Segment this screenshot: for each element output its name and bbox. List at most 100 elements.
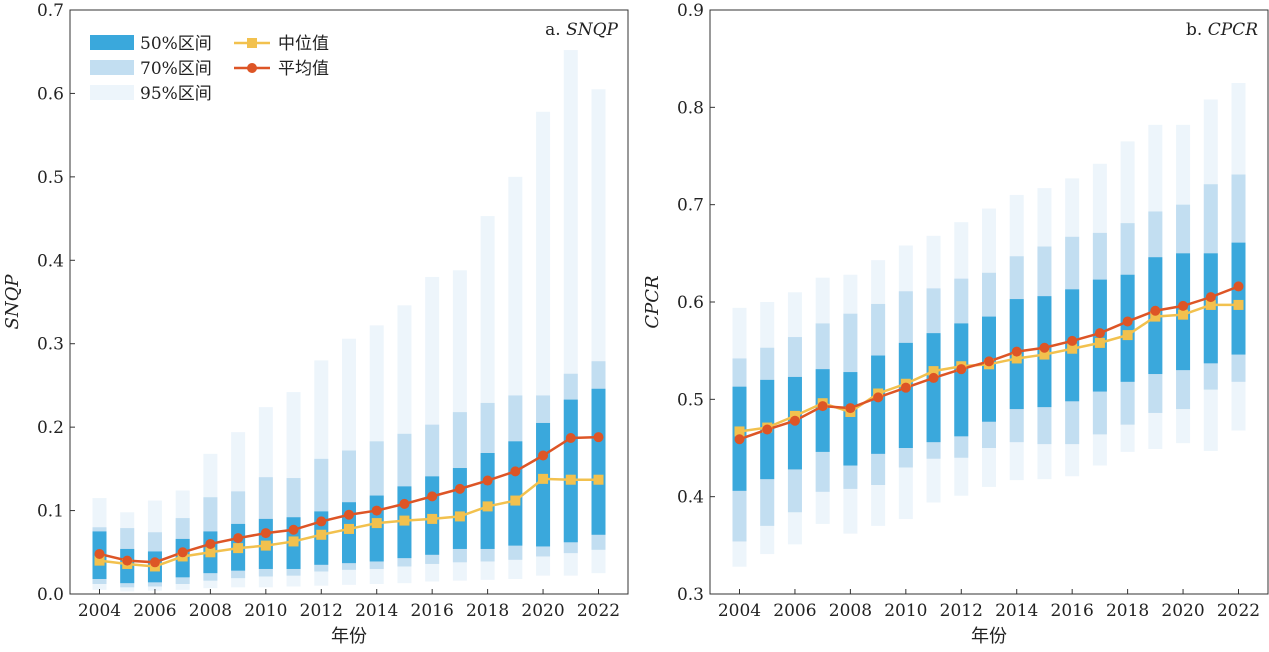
- x-axis-cpcr: 2004 2006 2008 2010 2012 2014 2016 2018 2020 2022: [718, 589, 1260, 621]
- mean-marker-2005: [762, 424, 773, 435]
- mean-marker-2010: [900, 382, 911, 393]
- legend-marker: [247, 63, 257, 73]
- median-marker-2021: [1205, 299, 1216, 310]
- median-marker-2020: [538, 473, 549, 484]
- legend-label: 50%区间: [140, 34, 212, 54]
- mean-marker-2017: [454, 483, 465, 494]
- mean-marker-2015: [1039, 342, 1050, 353]
- interval-50-box-2009: [871, 355, 886, 454]
- plot-area-cpcr: [732, 83, 1246, 567]
- x-tick-label: 2010: [244, 601, 287, 621]
- median-marker-2012: [316, 529, 327, 540]
- x-tick-label: 2008: [189, 601, 232, 621]
- median-marker-2004: [94, 555, 105, 566]
- mean-marker-2021: [1205, 292, 1216, 303]
- y-axis-snqp: 0.0 0.1 0.2 0.3 0.4 0.5 0.6 0.7: [37, 1, 75, 605]
- x-axis-snqp: 2004 2006 2008 2010 2012 2014 2016 2018 2020 2022: [78, 589, 620, 621]
- legend-item: 50%区间: [90, 34, 212, 54]
- median-marker-2022: [1233, 299, 1244, 310]
- median-marker-2016: [427, 513, 438, 524]
- x-tick-label: 2006: [133, 601, 176, 621]
- median-marker-2019: [1150, 311, 1161, 322]
- legend-item: 中位值: [234, 34, 329, 54]
- legend-label: 中位值: [278, 34, 329, 54]
- legend-item: 95%区间: [90, 84, 212, 104]
- x-tick-label: 2012: [940, 601, 983, 621]
- median-marker-2018: [1122, 330, 1133, 341]
- mean-marker-2007: [817, 401, 828, 412]
- interval-50-box-2022: [1231, 242, 1246, 355]
- mean-marker-2009: [873, 392, 884, 403]
- mean-marker-2014: [371, 505, 382, 516]
- median-marker-2010: [260, 540, 271, 551]
- mean-marker-2012: [316, 516, 327, 527]
- interval-50-box-2011: [926, 333, 941, 443]
- median-marker-2016: [1067, 343, 1078, 354]
- panel-name: CPCR: [1208, 20, 1258, 40]
- interval-50-box-2018: [1120, 274, 1135, 382]
- mean-marker-2015: [399, 498, 410, 509]
- y-tick-label: 0.0: [37, 585, 64, 605]
- mean-marker-2021: [565, 432, 576, 443]
- mean-marker-2019: [1150, 305, 1161, 316]
- y-axis-cpcr: 0.3 0.4 0.5 0.6 0.7 0.8 0.9: [677, 1, 715, 605]
- mean-marker-2009: [233, 533, 244, 544]
- median-marker-2011: [288, 536, 299, 547]
- x-tick-label: 2004: [78, 601, 121, 621]
- panel-prefix: b.: [1186, 20, 1208, 40]
- y-axis-title-cpcr: CPCR: [642, 275, 663, 328]
- y-tick-label: 0.9: [677, 1, 704, 21]
- interval-50-box-2017: [452, 468, 467, 549]
- median-marker-2017: [454, 511, 465, 522]
- median-marker-2014: [1011, 353, 1022, 364]
- mean-marker-2020: [538, 450, 549, 461]
- median-marker-2008: [205, 547, 216, 558]
- x-tick-label: 2004: [718, 601, 761, 621]
- x-tick-label: 2022: [1217, 601, 1260, 621]
- y-tick-label: 0.3: [677, 585, 704, 605]
- interval-50-box-2012: [954, 323, 969, 437]
- panel-name: SNQP: [566, 20, 618, 40]
- mean-marker-2005: [122, 555, 133, 566]
- mean-marker-2011: [928, 372, 939, 383]
- median-marker-2004: [734, 426, 745, 437]
- plot-frame-snqp: [69, 9, 629, 595]
- mean-marker-2012: [956, 364, 967, 375]
- panel-label-cpcr: b. CPCR: [1186, 20, 1258, 40]
- x-tick-label: 2020: [521, 601, 564, 621]
- legend-swatch: [90, 35, 134, 50]
- chart-panel-snqp: 0.0 0.1 0.2 0.3 0.4 0.5 0.6 0.7 2004 2006 2008 201…: [2, 1, 629, 647]
- median-marker-2017: [1094, 337, 1105, 348]
- legend-marker: [247, 38, 257, 48]
- median-marker-2013: [344, 523, 354, 534]
- x-tick-label: 2020: [1161, 601, 1204, 621]
- median-marker-2021: [565, 474, 576, 485]
- y-tick-label: 0.6: [37, 84, 64, 104]
- y-tick-label: 0.3: [37, 335, 64, 355]
- x-tick-label: 2012: [300, 601, 343, 621]
- median-marker-2014: [371, 518, 382, 529]
- mean-marker-2016: [1067, 335, 1078, 346]
- x-tick-label: 2014: [355, 601, 398, 621]
- legend-swatch: [90, 85, 134, 100]
- y-tick-label: 0.6: [677, 293, 704, 313]
- x-tick-label: 2018: [466, 601, 509, 621]
- y-tick-label: 0.5: [677, 390, 704, 410]
- panel-label-snqp: a. SNQP: [545, 20, 618, 40]
- median-marker-2018: [482, 501, 493, 512]
- median-marker-2020: [1178, 309, 1189, 320]
- interval-50-box-2020: [536, 422, 551, 547]
- median-marker-2015: [399, 515, 410, 526]
- mean-marker-2016: [427, 491, 438, 502]
- median-marker-2015: [1039, 349, 1050, 360]
- mean-marker-2004: [734, 434, 745, 445]
- mean-marker-2004: [94, 548, 105, 559]
- legend-item: 平均值: [234, 59, 329, 79]
- legend-label: 95%区间: [140, 84, 212, 104]
- interval-50-box-2022: [591, 388, 606, 535]
- x-tick-label: 2016: [411, 601, 454, 621]
- legend-label: 平均值: [278, 59, 329, 79]
- mean-marker-2018: [1122, 316, 1133, 327]
